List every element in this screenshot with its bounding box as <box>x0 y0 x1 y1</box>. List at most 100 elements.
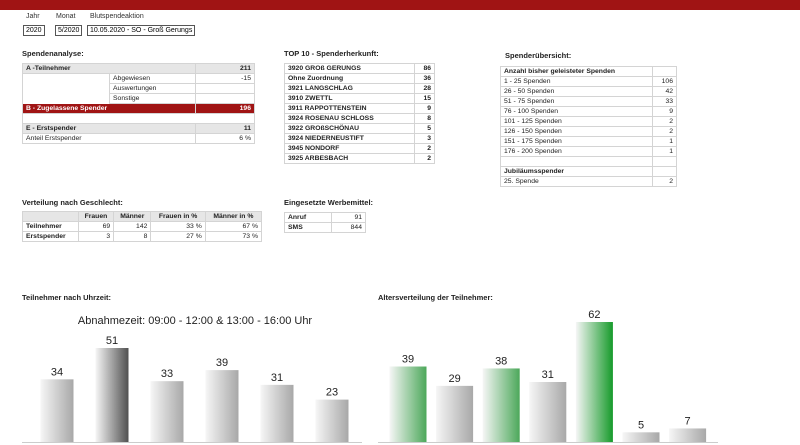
cell: 51 - 75 Spenden <box>499 96 654 107</box>
werbemittel-table: Anruf 91 SMS 844 <box>284 212 367 233</box>
cell: 126 - 150 Spenden <box>499 126 654 137</box>
cell: Frauen <box>77 211 115 222</box>
spendenanalyse-table: A -Teilnehmer 211 Abgewiesen -15 Auswertunge… <box>22 63 255 144</box>
cell: Erstspender <box>22 231 79 242</box>
bar <box>95 348 129 442</box>
row: SMS 844 <box>284 222 367 233</box>
cell <box>195 93 255 104</box>
cell: 3925 ARBESBACH <box>284 153 415 164</box>
cell: 151 - 175 Spenden <box>499 136 654 147</box>
row: 3924 NIEDERNEUSTIFT 3 <box>284 133 436 144</box>
cell: SMS <box>284 222 332 233</box>
cell: 196 <box>195 103 255 114</box>
cell: 2 <box>413 153 436 164</box>
row: 76 - 100 Spenden 9 <box>499 106 677 117</box>
cell <box>22 83 110 94</box>
row: 101 - 125 Spenden 2 <box>499 116 677 127</box>
row: Auswertungen <box>22 83 255 94</box>
cell: 73 % <box>204 231 263 242</box>
cell: Anruf <box>284 212 332 223</box>
cell: 3924 ROSENAU SCHLOSS <box>284 113 415 124</box>
data-label: 31 <box>271 372 283 384</box>
bar <box>669 428 707 442</box>
cell <box>195 83 255 94</box>
cell: 11 <box>195 123 255 134</box>
bar <box>150 381 184 442</box>
label: Blutspendeaktion <box>90 13 144 20</box>
row: 25. Spende 2 <box>499 176 677 187</box>
cell: Auswertungen <box>109 83 196 94</box>
row: Sonstige <box>22 93 255 104</box>
cell: 76 - 100 Spenden <box>499 106 654 117</box>
cell: 211 <box>195 63 255 74</box>
data-label: 39 <box>216 357 228 369</box>
cell: Männer in % <box>204 211 263 222</box>
cell: 33 <box>652 96 677 107</box>
top-bar <box>0 0 800 10</box>
row: 51 - 75 Spenden 33 <box>499 96 677 107</box>
cell <box>652 66 677 77</box>
bar <box>575 322 613 442</box>
label: Jahr <box>26 13 40 20</box>
bar <box>482 368 520 442</box>
cell: 142 <box>113 221 152 232</box>
label: Spendenanalyse: <box>22 49 84 58</box>
cell: 8 <box>413 113 436 124</box>
row: 3945 NONDORF 2 <box>284 143 436 154</box>
row: B - Zugelassene Spender 196 <box>22 103 255 114</box>
cell: 9 <box>413 103 436 114</box>
row: 3910 ZWETTL 15 <box>284 93 436 104</box>
cell: 25. Spende <box>499 176 654 187</box>
cell: 1 <box>652 146 677 157</box>
row: Frauen Männer Frauen in % Männer in % <box>22 211 263 222</box>
cell: 27 % <box>150 231 206 242</box>
geschlecht-table: Frauen Männer Frauen in % Männer in % Teilne… <box>22 211 263 242</box>
cell: 2 <box>413 143 436 154</box>
label: Spenderübersicht: <box>505 51 572 60</box>
row: 3925 ARBESBACH 2 <box>284 153 436 164</box>
data-label: 34 <box>51 366 63 378</box>
cell: E - Erstspender <box>22 123 196 134</box>
row <box>22 113 255 124</box>
top10-table: 3920 GROß GERUNGS 86 Ohne Zuordnung 36 3921 … <box>284 63 436 164</box>
cell: 2 <box>652 176 677 187</box>
bar <box>436 385 474 442</box>
row: Ohne Zuordnung 36 <box>284 73 436 84</box>
cell <box>652 156 677 167</box>
data-label: 39 <box>402 354 414 366</box>
bar <box>529 382 567 442</box>
row: Jubiläumsspender <box>499 166 677 177</box>
data-label: 7 <box>685 415 691 427</box>
row: A -Teilnehmer 211 <box>22 63 255 74</box>
cell: 8 <box>113 231 152 242</box>
row: 3911 RAPPOTTENSTEIN 9 <box>284 103 436 114</box>
cell <box>22 73 110 84</box>
cell: Ohne Zuordnung <box>284 73 415 84</box>
cell: 1 - 25 Spenden <box>499 76 654 87</box>
data-label: 31 <box>542 369 554 381</box>
row: Anteil Erstspender 6 % <box>22 133 255 144</box>
cell: 26 - 50 Spenden <box>499 86 654 97</box>
cell: 36 <box>413 73 436 84</box>
row: Abgewiesen -15 <box>22 73 255 84</box>
cell: B - Zugelassene Spender <box>22 103 196 114</box>
cell: 3 <box>77 231 115 242</box>
cell: 28 <box>413 83 436 94</box>
cell: 3 <box>413 133 436 144</box>
cell: 15 <box>413 93 436 104</box>
row: E - Erstspender 11 <box>22 123 255 134</box>
data-label: 5 <box>638 419 644 431</box>
label: Monat <box>56 13 76 20</box>
cell: Frauen in % <box>150 211 206 222</box>
bar <box>205 370 239 442</box>
label: Verteilung nach Geschlecht: <box>22 198 123 207</box>
chart-title: Teilnehmer nach Uhrzeit: <box>22 293 111 302</box>
row: 3920 GROß GERUNGS 86 <box>284 63 436 74</box>
cell: Anzahl bisher geleisteter Spenden <box>499 66 654 77</box>
cell: Abgewiesen <box>109 73 196 84</box>
cell: 176 - 200 Spenden <box>499 146 654 157</box>
row: Erstspender 3 8 27 % 73 % <box>22 231 263 242</box>
cell: 3924 NIEDERNEUSTIFT <box>284 133 415 144</box>
row: Anruf 91 <box>284 212 367 223</box>
